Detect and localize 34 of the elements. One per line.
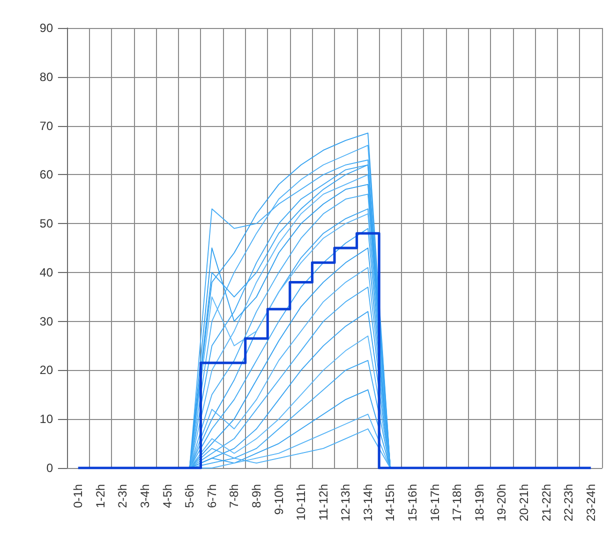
y-tick-label: 30 (40, 314, 54, 328)
x-tick-label: 3-4h (138, 484, 152, 508)
y-tick-label: 80 (40, 70, 54, 84)
x-tick-label: 5-6h (182, 484, 197, 508)
y-tick-label: 90 (40, 21, 54, 35)
y-tick-label: 20 (40, 363, 54, 378)
x-tick-label: 16-17h (428, 484, 442, 522)
y-tick-label: 10 (40, 412, 54, 426)
x-tick-label: 4-5h (160, 484, 174, 508)
x-tick-label: 19-20h (494, 484, 509, 522)
y-tick-label: 70 (40, 118, 54, 133)
x-tick-label: 2-3h (116, 484, 130, 508)
x-tick-label: 9-10h (272, 484, 286, 515)
y-tick-label: 60 (40, 168, 54, 182)
y-tick-label: 50 (40, 216, 54, 231)
x-tick-label: 6-7h (204, 484, 219, 508)
x-tick-label: 17-18h (450, 484, 464, 522)
x-tick-label: 10-11h (294, 484, 308, 520)
x-tick-label: 23-24h (584, 484, 598, 522)
x-tick-label: 15-16h (406, 484, 420, 522)
x-tick-label: 22-23h (562, 484, 576, 522)
y-tick-label: 0 (46, 461, 54, 475)
x-tick-label: 20-21h (516, 484, 531, 522)
x-tick-label: 21-22h (539, 484, 554, 522)
x-tick-label: 11-12h (316, 484, 330, 520)
x-tick-label: 18-19h (472, 484, 486, 522)
y-tick-label: 40 (40, 265, 54, 280)
x-tick-label: 8-9h (249, 484, 264, 508)
x-tick-label: 12-13h (338, 484, 353, 522)
x-tick-label: 14-15h (383, 484, 398, 522)
x-tick-label: 7-8h (227, 484, 242, 508)
x-tick-label: 0-1h (71, 484, 86, 508)
x-tick-label: 1-2h (93, 484, 108, 508)
x-tick-label: 13-14h (360, 484, 375, 522)
